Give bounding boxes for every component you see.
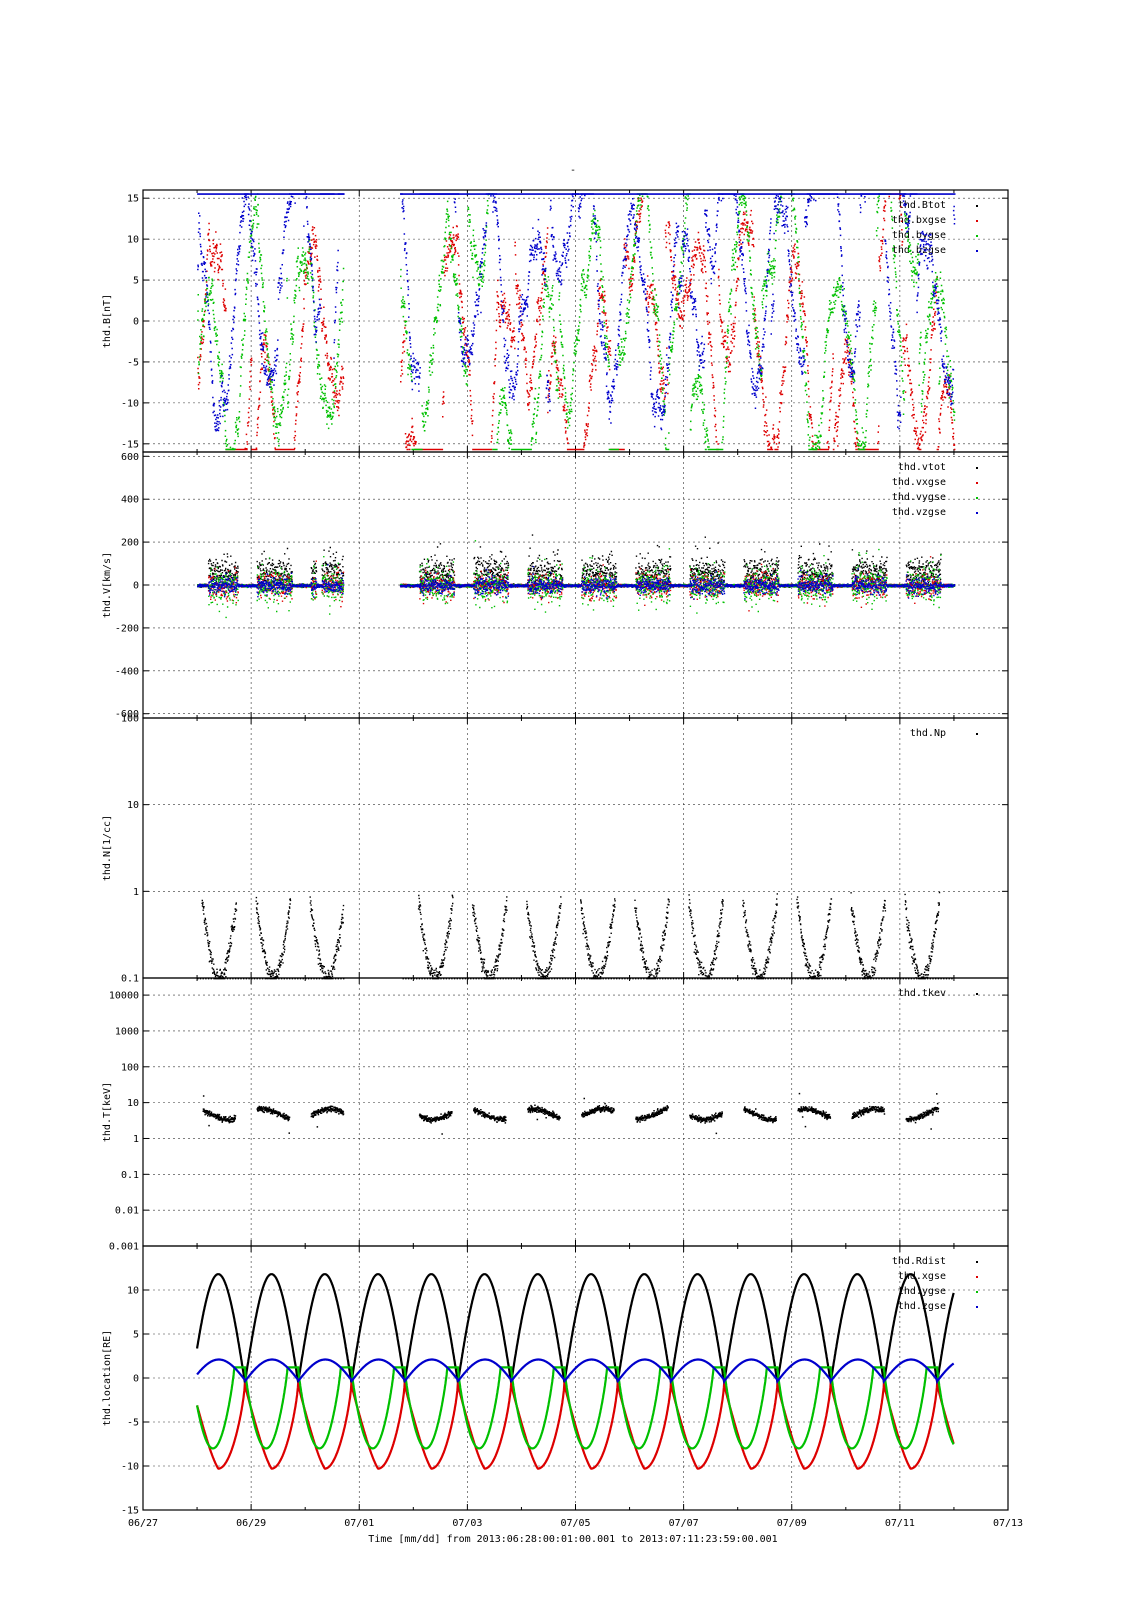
series-np xyxy=(197,891,953,980)
legend-marker xyxy=(976,205,978,207)
y-tick-label: 10 xyxy=(127,1286,139,1297)
legend-label: thd.Rdist xyxy=(892,1256,946,1267)
series-btot-clipped xyxy=(197,193,956,195)
y-axis-label: thd.N[1/cc] xyxy=(102,815,113,881)
legend-label: thd.zgse xyxy=(898,1301,946,1312)
legend-marker xyxy=(976,235,978,237)
series-vtot xyxy=(197,534,956,589)
legend-marker xyxy=(976,993,978,995)
series-xgse xyxy=(196,1382,955,1470)
x-tick-label: 07/03 xyxy=(452,1518,482,1529)
y-tick-label: 1 xyxy=(133,1134,139,1145)
y-tick-label: 5 xyxy=(133,1330,139,1341)
y-axis-label: thd.B[nT] xyxy=(102,294,113,348)
y-tick-label: 600 xyxy=(121,452,139,463)
legend-marker xyxy=(976,1276,978,1278)
legend-label: thd.vxgse xyxy=(892,477,946,488)
y-tick-label: 10 xyxy=(127,800,139,811)
panel-4: 0.001 0.01 0.1 1 10 100 1000 10000 thd.T[keV] thd… xyxy=(102,977,1009,1253)
legend-marker xyxy=(976,250,978,252)
y-tick-label: 1000 xyxy=(115,1026,139,1037)
x-tick-label: 07/05 xyxy=(560,1518,590,1529)
legend-label: thd.vygse xyxy=(892,492,946,503)
legend-label: thd.bzgse xyxy=(892,245,946,256)
y-tick-label: 5 xyxy=(133,276,139,287)
legend-label: thd.vtot xyxy=(898,462,946,473)
legend-marker xyxy=(976,512,978,514)
x-tick-label: 07/01 xyxy=(344,1518,374,1529)
legend-marker xyxy=(976,1306,978,1308)
legend-marker xyxy=(976,467,978,469)
legend-label: thd.Btot xyxy=(898,200,946,211)
y-tick-label: 400 xyxy=(121,495,139,506)
y-tick-label: -600 xyxy=(115,709,139,720)
series-zgse xyxy=(196,1358,955,1385)
y-tick-label: 10 xyxy=(127,1098,139,1109)
legend-label: thd.xgse xyxy=(898,1271,946,1282)
series-bzgse xyxy=(197,193,956,432)
y-tick-label: -15 xyxy=(121,1506,139,1517)
x-tick-label: 07/09 xyxy=(777,1518,807,1529)
legend-label: thd.tkev xyxy=(898,988,946,999)
y-axis-label: thd.T[keV] xyxy=(102,1082,113,1142)
legend-marker xyxy=(976,497,978,499)
y-tick-label: 0 xyxy=(133,1374,139,1385)
panel-1: -15 -10 -5 0 5 10 15 thd.B[nT] thd.Btot thd.bxgse… xyxy=(102,189,1009,453)
legend-marker xyxy=(976,1261,978,1263)
y-tick-label: 0.01 xyxy=(115,1206,139,1217)
panels: -15-10-5051015thd.B[nT]thd.Btotthd.bxgse… xyxy=(102,189,1023,1529)
y-tick-label: 0.1 xyxy=(121,974,139,985)
series-bygse xyxy=(197,193,956,451)
y-tick-label: 0 xyxy=(133,581,139,592)
x-axis-label: Time [mm/dd] from 2013:06:28:00:01:00.00… xyxy=(368,1534,777,1545)
legend-label: thd.bygse xyxy=(892,230,946,241)
x-tick-label: 06/29 xyxy=(236,1518,266,1529)
legend-label: thd.bxgse xyxy=(892,215,946,226)
x-tick-label: 07/07 xyxy=(669,1518,699,1529)
series-ygse xyxy=(196,1366,955,1450)
y-tick-label: 0.1 xyxy=(121,1170,139,1181)
legend-marker xyxy=(976,220,978,222)
panel-2: -600 -400 -200 0 200 400 600 thd.V[km/s] thd.vto… xyxy=(102,451,1009,720)
panel-3: 0.1 1 10 100 thd.N[1/cc] thd.Np xyxy=(102,714,1009,985)
legend-marker xyxy=(976,733,978,735)
legend-label: thd.Np xyxy=(910,728,946,739)
y-tick-label: -400 xyxy=(115,666,139,677)
y-tick-label: 0.001 xyxy=(109,1242,139,1253)
y-tick-label: -10 xyxy=(121,1462,139,1473)
legend-label: thd.ygse xyxy=(898,1286,946,1297)
x-tick-label: 07/11 xyxy=(885,1518,915,1529)
y-tick-label: -5 xyxy=(127,357,139,368)
y-tick-label: 10000 xyxy=(109,991,139,1002)
legend-marker xyxy=(976,482,978,484)
y-tick-label: 15 xyxy=(127,194,139,205)
y-tick-label: 0 xyxy=(133,317,139,328)
panel-5: -15 -10 -5 0 5 10 thd.location[RE] thd.Rdist thd… xyxy=(102,1245,1009,1517)
figure-title: - xyxy=(570,165,576,176)
y-axis-label: thd.V[km/s] xyxy=(102,552,113,618)
series-bxgse xyxy=(197,193,956,451)
y-tick-label: -5 xyxy=(127,1418,139,1429)
series-rdist xyxy=(196,1273,955,1383)
x-tick-label: 06/27 xyxy=(128,1518,158,1529)
y-tick-label: -15 xyxy=(121,439,139,450)
y-tick-label: 200 xyxy=(121,538,139,549)
series-vygse xyxy=(197,540,956,619)
series-tkev xyxy=(202,1092,940,1135)
y-tick-label: 100 xyxy=(121,1062,139,1073)
x-tick-label: 07/13 xyxy=(993,1518,1023,1529)
y-tick-label: 1 xyxy=(133,887,139,898)
legend-marker xyxy=(976,1291,978,1293)
legend-label: thd.vzgse xyxy=(892,507,946,518)
y-tick-label: -200 xyxy=(115,623,139,634)
y-tick-label: 100 xyxy=(121,714,139,725)
y-axis-label: thd.location[RE] xyxy=(102,1330,113,1426)
series-vzgse xyxy=(197,564,956,600)
y-tick-label: 10 xyxy=(127,235,139,246)
y-tick-label: -10 xyxy=(121,398,139,409)
